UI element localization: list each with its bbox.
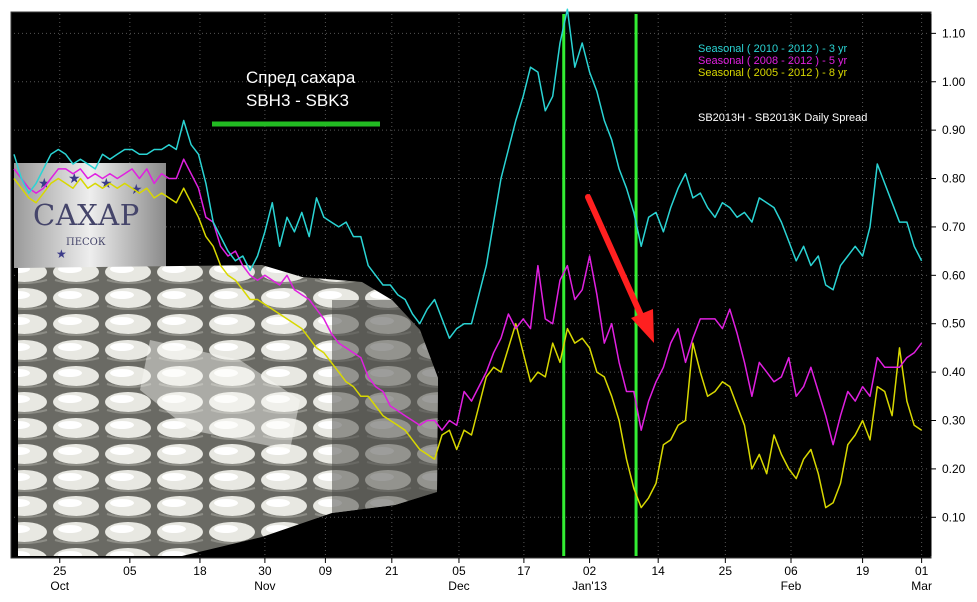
legend: Seasonal ( 2010 - 2012 ) - 3 yrSeasonal … <box>698 43 848 79</box>
svg-text:★: ★ <box>130 182 143 198</box>
chart-title: SB2013H - SB2013K Daily Spread <box>698 112 867 124</box>
sacks-shadow-right <box>332 300 438 513</box>
x-tick-label: 21 <box>385 564 399 578</box>
x-tick-label: 19 <box>856 564 870 578</box>
x-month-label: Jan'13 <box>572 579 607 593</box>
annotation-title-line1: Спред сахара <box>246 68 356 87</box>
x-month-label: Mar <box>911 579 932 593</box>
y-tick-label: 0.50 <box>942 317 966 331</box>
annotation-title-line2: SBH3 - SBK3 <box>246 91 349 110</box>
x-tick-label: 09 <box>319 564 333 578</box>
x-tick-label: 18 <box>193 564 207 578</box>
x-month-label: Feb <box>781 579 802 593</box>
sugar-photo: ★ ★ ★ ★ ★ САХАР ПЕСОК <box>14 163 438 556</box>
legend-entry-2: Seasonal ( 2005 - 2012 ) - 8 yr <box>698 67 848 79</box>
bag-label-sand: ПЕСОК <box>66 237 106 248</box>
y-tick-label: 1.10 <box>942 26 966 40</box>
x-axis: 25 05 18 30 09 21 05 17 02 14 25 06 19 01 Oct Nov Dec Jan… <box>50 558 932 593</box>
y-axis: 1.10 1.00 0.90 0.80 0.70 0.60 0.50 0.40 0.30 0.20… <box>930 14 966 556</box>
series-line-2 <box>13 177 923 509</box>
trend-arrow <box>585 194 654 343</box>
x-tick-label: 05 <box>452 564 466 578</box>
y-tick-label: 0.70 <box>942 220 966 234</box>
y-tick-label: 0.90 <box>942 123 966 137</box>
svg-text:★: ★ <box>38 176 51 192</box>
x-tick-label: 30 <box>258 564 272 578</box>
series-layer <box>13 8 923 509</box>
y-tick-label: 0.20 <box>942 462 966 476</box>
x-month-label: Oct <box>50 579 69 593</box>
vertical-markers <box>562 14 638 556</box>
sacks-highlight <box>140 340 300 450</box>
legend-entry-0: Seasonal ( 2010 - 2012 ) - 3 yr <box>698 43 848 55</box>
x-tick-label: 01 <box>915 564 929 578</box>
y-tick-label: 0.30 <box>942 414 966 428</box>
y-tick-label: 1.00 <box>942 75 966 89</box>
x-tick-label: 25 <box>53 564 67 578</box>
legend-entry-1: Seasonal ( 2008 - 2012 ) - 5 yr <box>698 55 848 67</box>
series-line-0 <box>13 8 923 339</box>
x-tick-label: 17 <box>517 564 531 578</box>
y-tick-label: 0.80 <box>942 172 966 186</box>
bag-label-sugar: САХАР <box>33 198 139 232</box>
x-tick-label: 06 <box>784 564 798 578</box>
y-tick-label: 0.40 <box>942 365 966 379</box>
x-month-label: Dec <box>448 579 469 593</box>
sugar-bag-image <box>14 163 166 268</box>
x-tick-label: 14 <box>652 564 666 578</box>
series-line-1 <box>13 158 923 446</box>
x-tick-label: 05 <box>123 564 137 578</box>
y-tick-label: 0.60 <box>942 268 966 282</box>
x-tick-label: 25 <box>719 564 733 578</box>
x-month-label: Nov <box>254 579 275 593</box>
svg-text:★: ★ <box>56 247 67 261</box>
y-tick-label: 0.10 <box>942 510 966 524</box>
x-tick-label: 02 <box>583 564 597 578</box>
